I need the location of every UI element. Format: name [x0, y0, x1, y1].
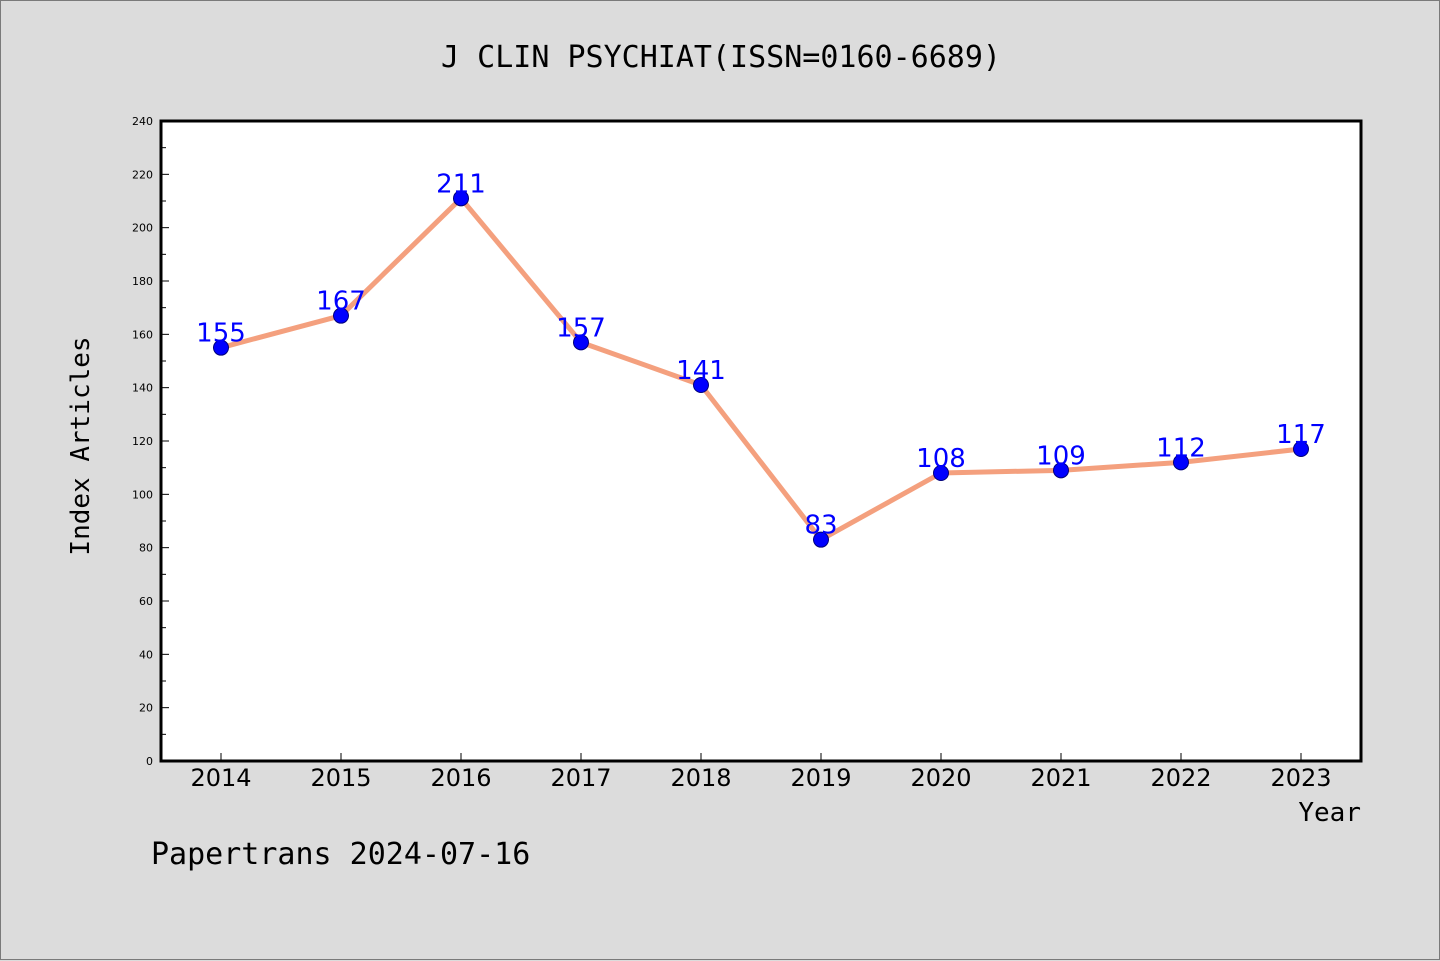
x-tick-label: 2020: [910, 764, 971, 792]
data-label: 155: [196, 319, 246, 349]
x-tick-label: 2014: [190, 764, 251, 792]
data-point: [813, 531, 829, 548]
chart-title: J CLIN PSYCHIAT(ISSN=0160-6689): [441, 40, 1001, 75]
data-label: 112: [1156, 433, 1206, 463]
x-tick-label: 2021: [1030, 764, 1091, 792]
x-axis-label: Year: [1298, 798, 1361, 828]
data-point: [1173, 454, 1189, 471]
y-tick-label: 100: [132, 488, 153, 501]
data-point: [213, 339, 229, 356]
y-tick-label: 40: [139, 648, 153, 661]
y-tick-label: 160: [132, 328, 153, 341]
x-tick-label: 2023: [1270, 764, 1331, 792]
data-point: [333, 307, 349, 324]
y-tick-label: 200: [132, 222, 153, 235]
data-labels: 155 167 211 157 141 83 108 109 112 117: [196, 169, 1326, 540]
y-tick-label: 140: [132, 382, 153, 395]
y-tick-label: 0: [146, 755, 153, 768]
data-point: [453, 190, 469, 207]
y-tick-label: 20: [139, 702, 153, 715]
data-label: 109: [1036, 441, 1086, 471]
data-label: 211: [436, 169, 486, 199]
y-tick-label: 80: [139, 542, 153, 555]
x-tick-label: 2017: [550, 764, 611, 792]
series-line: [218, 195, 1304, 543]
data-label: 83: [804, 511, 837, 541]
footer-note: Papertrans 2024-07-16: [151, 837, 530, 872]
data-point: [933, 465, 949, 481]
x-tick-label: 2015: [310, 764, 371, 792]
data-label: 141: [676, 356, 726, 386]
x-tick-label: 2018: [670, 764, 731, 792]
y-tick-label: 240: [132, 115, 153, 128]
y-axis: 0 20 40 60 80 100 120 140 160 180 200 220 240: [132, 115, 169, 768]
x-tick-label: 2022: [1150, 764, 1211, 792]
data-label: 108: [916, 444, 966, 474]
y-tick-label: 60: [139, 595, 153, 608]
y-tick-label: 220: [132, 168, 153, 181]
data-point: [1293, 441, 1309, 457]
data-label: 167: [316, 287, 366, 317]
data-markers: [213, 190, 1309, 548]
y-axis-label: Index Articles: [66, 336, 96, 555]
data-point: [1053, 462, 1069, 479]
data-point: [693, 377, 709, 393]
x-axis: 2014 2015 2016 2017 2018 2019 2020 2021 2022 2023: [190, 753, 1332, 792]
series-line-group: [218, 195, 1304, 543]
x-tick-label: 2019: [790, 764, 851, 792]
plot-area: [159, 119, 1363, 763]
y-tick-label: 180: [132, 275, 153, 288]
data-label: 117: [1276, 420, 1326, 450]
data-point: [573, 334, 589, 351]
y-tick-label: 120: [132, 435, 153, 448]
data-label: 157: [556, 313, 606, 343]
x-tick-label: 2016: [430, 764, 491, 792]
